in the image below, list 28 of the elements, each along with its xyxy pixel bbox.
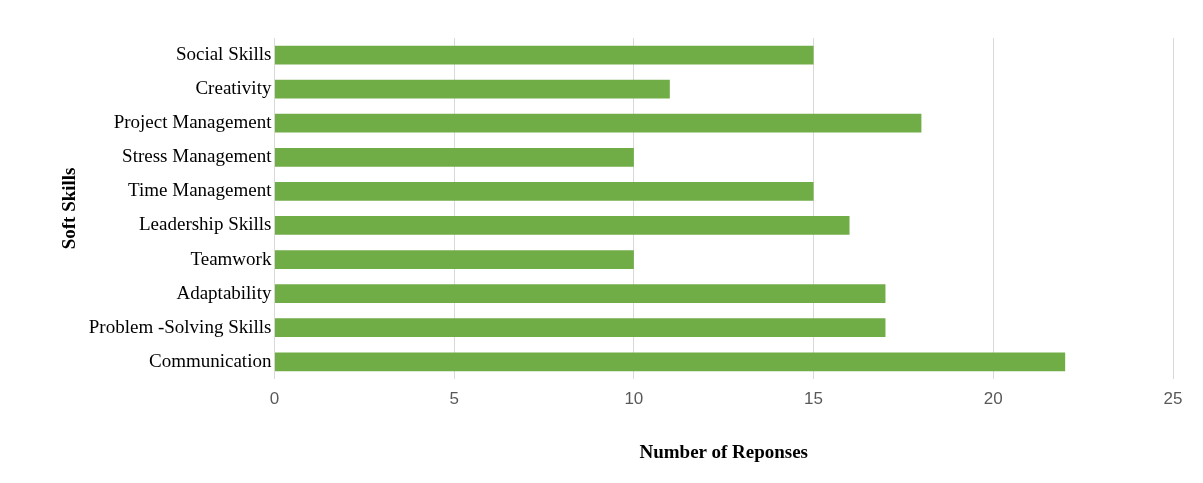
x-axis-title: Number of Reponses [639, 440, 808, 462]
y-tick-label: Social Skills [175, 43, 272, 65]
y-tick-label: Problem -Solving Skills [88, 315, 272, 337]
y-tick-label: Project Management [113, 111, 273, 133]
y-tick-label: Leadership Skills [138, 213, 272, 235]
bar [274, 284, 886, 303]
y-tick-label: Time Management [128, 179, 273, 201]
x-tick-label: 25 [1163, 388, 1183, 408]
bar [274, 113, 922, 133]
y-tick-label: Communication [149, 349, 272, 371]
y-tick-label: Teamwork [190, 247, 272, 269]
y-tick-label: Creativity [195, 77, 272, 99]
x-tick-label: 0 [269, 388, 280, 408]
y-tick-label: Adaptability [176, 281, 272, 303]
x-tick-label: 10 [624, 388, 644, 408]
bar [274, 250, 634, 269]
bar [274, 216, 850, 235]
bar [274, 147, 634, 167]
y-axis-title: Soft Skills [58, 167, 80, 250]
bar [274, 79, 670, 99]
x-tick-label: 5 [449, 388, 459, 408]
bar [274, 45, 814, 65]
bar [274, 181, 814, 201]
x-tick-label: 15 [804, 388, 824, 408]
bar [274, 318, 886, 338]
x-tick-label: 20 [983, 388, 1003, 408]
bar [274, 352, 1066, 372]
y-tick-label: Stress Management [122, 145, 273, 167]
